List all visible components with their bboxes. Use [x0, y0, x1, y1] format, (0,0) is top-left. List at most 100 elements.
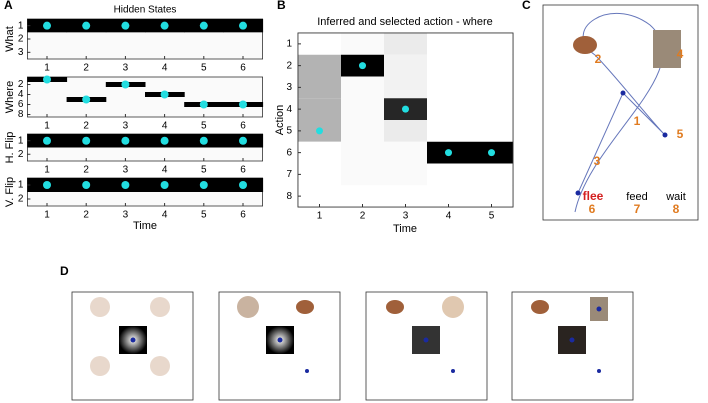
fixation — [575, 190, 581, 196]
state-dot — [199, 21, 208, 30]
y-tick-label: 1 — [18, 20, 24, 31]
x-tick-label: 5 — [201, 63, 207, 74]
x-tick-label: 2 — [83, 210, 89, 221]
outcome-label: feed — [626, 191, 647, 203]
state-dot — [239, 181, 247, 189]
x-tick-label: 3 — [403, 211, 409, 222]
x-tick-label: 3 — [123, 63, 129, 74]
x-tick-label: 5 — [201, 165, 207, 176]
probability-cell — [427, 76, 470, 99]
probability-cell — [384, 141, 427, 164]
y-tick-label: 2 — [18, 34, 24, 45]
x-tick-label: 4 — [446, 211, 452, 222]
panel-c-frame — [542, 4, 699, 221]
probability-cell — [470, 120, 513, 142]
state-label: 7 — [634, 202, 641, 216]
y-tick-label: 3 — [18, 47, 24, 58]
x-tick-label: 5 — [489, 211, 495, 222]
y-tick-label: 6 — [286, 147, 292, 158]
panel-label: C — [522, 0, 531, 12]
probability-cell — [470, 98, 513, 120]
fixation — [620, 90, 626, 96]
fixation — [423, 337, 429, 343]
panel-label: D — [60, 264, 69, 278]
probability-cell — [298, 185, 341, 207]
y-tick-label: 2 — [18, 149, 24, 160]
probability-cell — [384, 120, 427, 142]
x-tick-label: 4 — [162, 210, 168, 221]
fixation — [130, 337, 136, 343]
state-dot — [121, 80, 130, 89]
probability-cell — [341, 33, 384, 55]
state-dot — [43, 75, 51, 84]
x-tick-label: 1 — [44, 165, 50, 176]
state-dot — [82, 181, 91, 189]
probability-cell — [298, 54, 341, 77]
probability-cell — [470, 33, 513, 55]
x-tick-label: 6 — [240, 165, 246, 176]
probability-cell — [427, 120, 470, 142]
frame — [511, 291, 634, 401]
state-dot — [43, 181, 51, 189]
x-tick-label: 1 — [44, 121, 50, 132]
probability-cell — [341, 163, 384, 186]
selected-action — [359, 62, 366, 70]
selected-action — [316, 127, 323, 135]
state-dot — [121, 21, 130, 30]
probability-cell — [341, 76, 384, 99]
probability-cell — [384, 54, 427, 77]
probability-cell — [298, 163, 341, 186]
y-tick-label: 2 — [18, 79, 24, 90]
state-dot — [160, 136, 169, 145]
probability-cell — [427, 185, 470, 207]
panel-c-art — [542, 4, 699, 221]
probability-cell — [384, 185, 427, 207]
y-tick-label: 4 — [18, 89, 24, 100]
x-tick-label: 1 — [317, 211, 323, 222]
probability-cell — [427, 33, 470, 55]
x-tick-label: 6 — [240, 210, 246, 221]
panel-title: Inferred and selected action - where — [317, 16, 493, 28]
y-tick-label: 3 — [286, 82, 292, 93]
panel-label: A — [4, 0, 13, 12]
cat — [653, 30, 681, 68]
blur — [150, 297, 170, 317]
probability-cell — [341, 185, 384, 207]
y-tick-label: 2 — [286, 60, 292, 71]
y-tick-label: 1 — [286, 39, 292, 50]
x-tick-label: 5 — [201, 121, 207, 132]
y-tick-label: 6 — [18, 99, 24, 110]
fixation — [597, 369, 601, 373]
fixation — [451, 369, 455, 373]
x-tick-label: 5 — [201, 210, 207, 221]
y-tick-label: 2 — [18, 194, 24, 205]
x-tick-label: 3 — [123, 121, 129, 132]
probability-cell — [470, 76, 513, 99]
fixation — [569, 337, 575, 343]
state-dot — [43, 21, 51, 30]
probability-cell — [298, 141, 341, 164]
fixation — [277, 337, 283, 343]
x-tick-label: 6 — [240, 121, 246, 132]
probability-cell — [427, 54, 470, 77]
x-tick-label: 4 — [162, 63, 168, 74]
selected-action — [488, 149, 495, 157]
state-label: 8 — [673, 202, 680, 216]
outcome-label: wait — [665, 191, 686, 203]
x-tick-label: 2 — [83, 63, 89, 74]
state-label: 6 — [589, 202, 596, 216]
probability-cell — [341, 141, 384, 164]
fixation — [596, 306, 602, 312]
state-dot — [199, 181, 208, 189]
row-label: V. Flip — [4, 177, 16, 207]
row-label: H. Flip — [4, 132, 16, 164]
probability-cell — [298, 98, 341, 120]
probability-cell — [341, 98, 384, 120]
blur — [442, 296, 464, 318]
state-dot — [121, 181, 130, 189]
x-tick-label: 1 — [44, 210, 50, 221]
state-dot — [239, 136, 247, 145]
bird — [386, 300, 404, 314]
blur — [150, 356, 170, 376]
y-tick-label: 8 — [286, 191, 292, 202]
